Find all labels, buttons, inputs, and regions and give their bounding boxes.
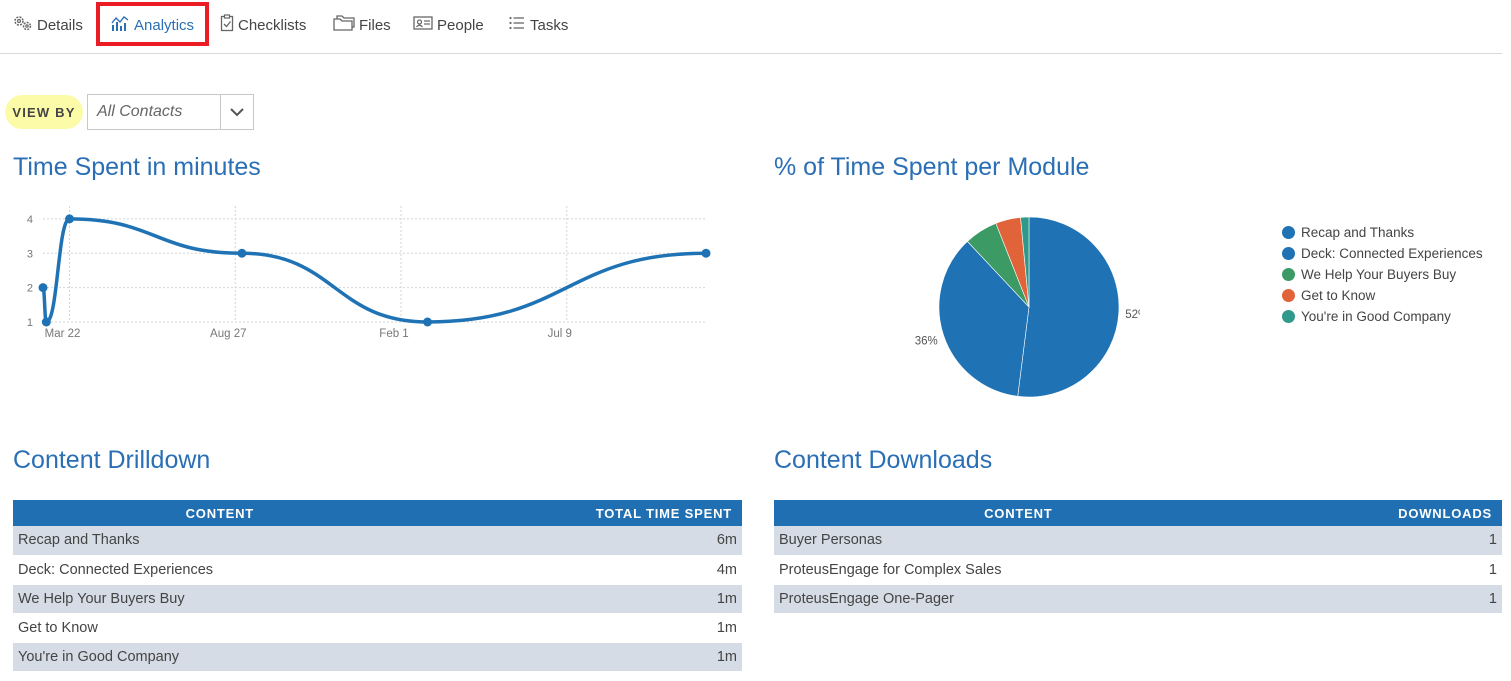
pie-slice xyxy=(1020,216,1030,308)
clipboard-check-icon xyxy=(220,14,238,36)
pie-slice xyxy=(938,240,1030,397)
time-spent-value: 4m xyxy=(426,555,742,585)
x-tick-label: Jul 9 xyxy=(548,328,572,340)
tab-files[interactable]: Files xyxy=(333,11,391,39)
data-point xyxy=(65,214,75,224)
legend-label: Deck: Connected Experiences xyxy=(1301,246,1483,261)
time-spent-line-chart: 1 2 3 4 Mar 22 Aug 27 Feb 1 Jul 9 xyxy=(27,206,711,340)
table-row[interactable]: Get to Know 1m xyxy=(13,613,742,643)
tab-bar: Details Analytics Checklists Files Peopl… xyxy=(0,0,1502,54)
tab-label: Details xyxy=(37,16,83,34)
tab-label: People xyxy=(437,16,484,34)
content-name: Deck: Connected Experiences xyxy=(13,555,427,585)
chevron-down-icon[interactable] xyxy=(220,95,253,129)
view-by-selected-value: All Contacts xyxy=(97,103,183,120)
legend-item[interactable]: Recap and Thanks xyxy=(1282,222,1483,243)
pie-slice xyxy=(1017,216,1120,398)
x-tick-label: Aug 27 xyxy=(210,328,246,340)
legend-swatch xyxy=(1282,289,1295,302)
tab-checklists[interactable]: Checklists xyxy=(220,11,306,39)
time-spent-value: 6m xyxy=(426,526,742,556)
column-header-content[interactable]: CONTENT xyxy=(13,500,427,526)
x-tick-label: Feb 1 xyxy=(379,328,408,340)
table-header-row: CONTENT DOWNLOADS xyxy=(774,500,1502,526)
y-tick-label: 4 xyxy=(27,214,33,226)
content-name: You're in Good Company xyxy=(13,642,427,672)
tab-analytics[interactable]: Analytics xyxy=(110,11,194,39)
gears-icon xyxy=(13,14,37,36)
view-by-label: VIEW BY xyxy=(5,95,83,129)
content-name: Get to Know xyxy=(13,613,427,643)
legend-item[interactable]: You're in Good Company xyxy=(1282,306,1483,327)
content-name: We Help Your Buyers Buy xyxy=(13,584,427,614)
table-header-row: CONTENT TOTAL TIME SPENT xyxy=(13,500,742,526)
content-name: ProteusEngage for Complex Sales xyxy=(774,555,1263,585)
id-card-icon xyxy=(413,14,437,36)
legend-label: Recap and Thanks xyxy=(1301,225,1415,240)
legend-label: You're in Good Company xyxy=(1301,309,1451,324)
slice-label: 52% xyxy=(1125,309,1140,321)
column-header-content[interactable]: CONTENT xyxy=(774,500,1263,526)
column-header-total-time[interactable]: TOTAL TIME SPENT xyxy=(426,500,742,526)
legend-item[interactable]: Deck: Connected Experiences xyxy=(1282,243,1483,264)
tab-details[interactable]: Details xyxy=(13,11,83,39)
legend-swatch xyxy=(1282,310,1295,323)
table-row[interactable]: We Help Your Buyers Buy 1m xyxy=(13,584,742,614)
table-row[interactable]: Recap and Thanks 6m xyxy=(13,526,742,556)
tab-label: Analytics xyxy=(134,16,195,34)
legend-item[interactable]: We Help Your Buyers Buy xyxy=(1282,264,1483,285)
y-tick-label: 2 xyxy=(27,283,33,295)
slice-label: 36% xyxy=(915,335,938,347)
series-line xyxy=(41,217,707,324)
table-row[interactable]: You're in Good Company 1m xyxy=(13,642,742,672)
tab-label: Files xyxy=(359,16,391,34)
legend-label: Get to Know xyxy=(1301,288,1376,303)
folders-icon xyxy=(333,14,359,36)
view-by-select[interactable]: All Contacts xyxy=(87,94,254,130)
download-count: 1 xyxy=(1262,526,1502,556)
legend-swatch xyxy=(1282,268,1295,281)
analytics-icon xyxy=(110,14,134,36)
content-name: Buyer Personas xyxy=(774,526,1263,556)
content-downloads-table: CONTENT DOWNLOADS Buyer Personas 1 Prote… xyxy=(774,500,1502,614)
time-spent-value: 1m xyxy=(426,584,742,614)
column-header-downloads[interactable]: DOWNLOADS xyxy=(1262,500,1502,526)
content-drilldown-table: CONTENT TOTAL TIME SPENT Recap and Thank… xyxy=(13,500,742,672)
table-row[interactable]: Buyer Personas 1 xyxy=(774,526,1502,556)
legend-swatch xyxy=(1282,247,1295,260)
tab-label: Checklists xyxy=(238,16,307,34)
content-drilldown-title: Content Drilldown xyxy=(13,446,211,474)
y-tick-label: 1 xyxy=(27,317,33,329)
data-point xyxy=(38,283,48,293)
time-per-module-title: % of Time Spent per Module xyxy=(774,153,1090,181)
data-point xyxy=(237,248,247,258)
pie-legend: Recap and Thanks Deck: Connected Experien… xyxy=(1282,222,1483,327)
time-spent-title: Time Spent in minutes xyxy=(13,153,261,181)
list-icon xyxy=(508,14,530,36)
tab-tasks[interactable]: Tasks xyxy=(508,11,568,39)
content-downloads-title: Content Downloads xyxy=(774,446,993,474)
data-point xyxy=(701,248,711,258)
data-point xyxy=(41,317,51,327)
legend-label: We Help Your Buyers Buy xyxy=(1301,267,1457,282)
legend-item[interactable]: Get to Know xyxy=(1282,285,1483,306)
table-row[interactable]: ProteusEngage One-Pager 1 xyxy=(774,584,1502,614)
x-tick-label: Mar 22 xyxy=(45,328,81,340)
legend-swatch xyxy=(1282,226,1295,239)
content-name: ProteusEngage One-Pager xyxy=(774,584,1263,614)
data-point xyxy=(423,317,433,327)
y-tick-label: 3 xyxy=(27,248,33,260)
time-spent-value: 1m xyxy=(426,642,742,672)
content-name: Recap and Thanks xyxy=(13,526,427,556)
download-count: 1 xyxy=(1262,555,1502,585)
active-tab-highlight xyxy=(96,2,209,46)
table-row[interactable]: Deck: Connected Experiences 4m xyxy=(13,555,742,585)
tab-people[interactable]: People xyxy=(413,11,484,39)
download-count: 1 xyxy=(1262,584,1502,614)
tab-label: Tasks xyxy=(530,16,569,34)
time-per-module-pie-chart: 52% 36% xyxy=(915,216,1140,398)
time-spent-value: 1m xyxy=(426,613,742,643)
table-row[interactable]: ProteusEngage for Complex Sales 1 xyxy=(774,555,1502,585)
